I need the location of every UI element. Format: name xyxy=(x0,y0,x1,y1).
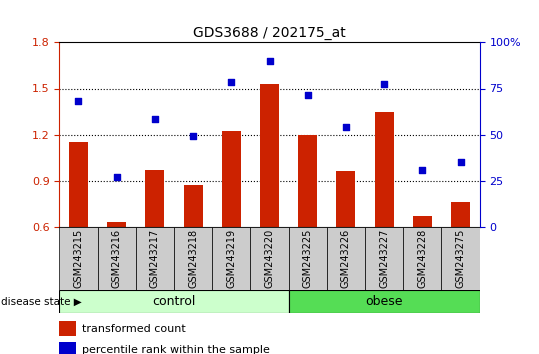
Bar xyxy=(183,185,203,227)
Bar xyxy=(403,227,441,290)
Bar xyxy=(251,227,288,290)
Text: GSM243217: GSM243217 xyxy=(150,229,160,288)
Text: GSM243219: GSM243219 xyxy=(226,229,236,288)
Point xyxy=(189,133,197,139)
Point xyxy=(74,98,82,104)
Bar xyxy=(59,290,288,313)
Bar xyxy=(298,135,317,227)
Bar xyxy=(288,290,480,313)
Text: GSM243216: GSM243216 xyxy=(112,229,122,288)
Bar xyxy=(375,112,393,227)
Bar xyxy=(260,84,279,227)
Bar xyxy=(98,227,136,290)
Point xyxy=(227,80,236,85)
Point xyxy=(112,175,121,180)
Text: GSM243228: GSM243228 xyxy=(417,229,427,288)
Bar xyxy=(59,321,76,336)
Point xyxy=(342,124,350,130)
Text: disease state ▶: disease state ▶ xyxy=(1,297,81,307)
Text: GSM243218: GSM243218 xyxy=(188,229,198,288)
Bar xyxy=(59,227,98,290)
Bar xyxy=(69,142,88,227)
Text: control: control xyxy=(152,295,196,308)
Point xyxy=(150,116,159,122)
Text: percentile rank within the sample: percentile rank within the sample xyxy=(82,345,270,354)
Bar xyxy=(413,216,432,227)
Bar xyxy=(136,227,174,290)
Text: transformed count: transformed count xyxy=(82,324,186,334)
Point xyxy=(418,167,427,173)
Bar xyxy=(222,131,241,227)
Point xyxy=(265,58,274,64)
Bar xyxy=(146,170,164,227)
Point xyxy=(457,159,465,165)
Bar xyxy=(327,227,365,290)
Point xyxy=(303,92,312,97)
Bar xyxy=(59,342,76,354)
Bar xyxy=(212,227,251,290)
Text: GSM243220: GSM243220 xyxy=(265,229,274,288)
Bar xyxy=(336,171,356,227)
Text: obese: obese xyxy=(365,295,403,308)
Point xyxy=(380,81,389,87)
Bar xyxy=(441,227,480,290)
Text: GSM243226: GSM243226 xyxy=(341,229,351,288)
Text: GSM243275: GSM243275 xyxy=(455,229,466,288)
Bar xyxy=(451,202,470,227)
Bar xyxy=(107,222,126,227)
Bar xyxy=(365,227,403,290)
Text: GSM243227: GSM243227 xyxy=(379,229,389,288)
Bar xyxy=(288,227,327,290)
Text: GSM243215: GSM243215 xyxy=(73,229,84,288)
Bar xyxy=(174,227,212,290)
Text: GSM243225: GSM243225 xyxy=(303,229,313,288)
Title: GDS3688 / 202175_at: GDS3688 / 202175_at xyxy=(193,26,346,40)
